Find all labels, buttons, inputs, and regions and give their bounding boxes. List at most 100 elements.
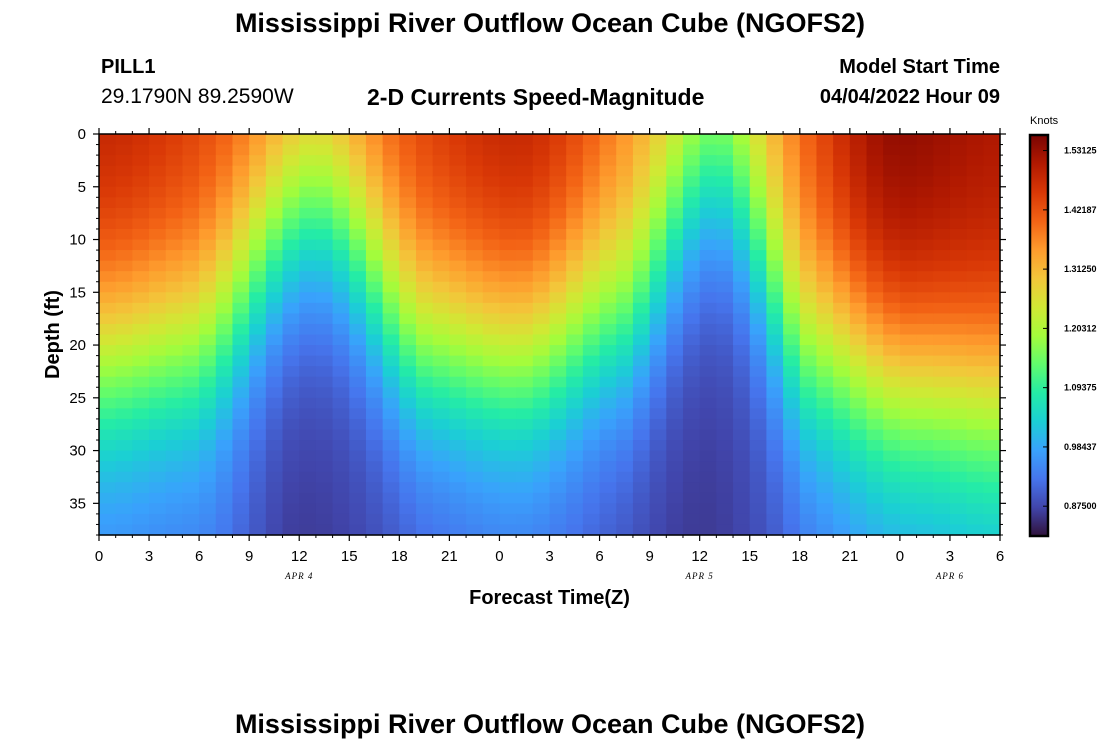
heatmap-cell	[766, 366, 784, 378]
heatmap-cell	[232, 165, 250, 177]
heatmap-cell	[799, 397, 818, 409]
heatmap-cell	[866, 207, 884, 220]
heatmap-cell	[265, 429, 284, 441]
heatmap-cell	[549, 197, 567, 209]
heatmap-cell	[916, 355, 934, 367]
heatmap-cell	[749, 524, 768, 536]
heatmap-cell	[382, 186, 400, 198]
heatmap-cell	[899, 461, 918, 473]
heatmap-cell	[532, 387, 551, 399]
heatmap-cell	[182, 334, 200, 346]
heatmap-cell	[816, 271, 834, 283]
heatmap-cell	[449, 144, 467, 156]
heatmap-cell	[199, 176, 217, 188]
heatmap-cell	[566, 492, 584, 504]
heatmap-cell	[466, 323, 484, 336]
heatmap-cell	[449, 323, 467, 336]
heatmap-cell	[215, 524, 234, 536]
heatmap-cell	[416, 239, 434, 251]
heatmap-cell	[616, 271, 634, 283]
heatmap-cell	[866, 292, 884, 304]
heatmap-cell	[315, 397, 334, 409]
heatmap-cell	[933, 366, 951, 378]
heatmap-cell	[766, 461, 784, 473]
heatmap-cell	[883, 461, 901, 473]
heatmap-cell	[599, 165, 617, 177]
heatmap-cell	[382, 302, 400, 314]
heatmap-cell	[616, 323, 634, 336]
heatmap-cell	[516, 513, 534, 526]
heatmap-cell	[265, 513, 284, 526]
heatmap-cell	[949, 197, 968, 209]
heatmap-cell	[749, 250, 768, 262]
heatmap-cell	[749, 355, 768, 367]
x-tick-label: 3	[946, 548, 954, 565]
x-tick-label: 15	[741, 548, 758, 565]
heatmap-cell	[449, 345, 467, 357]
heatmap-cell	[332, 302, 350, 314]
heatmap-cell	[549, 408, 567, 420]
heatmap-cell	[549, 281, 567, 293]
heatmap-cell	[416, 513, 434, 526]
x-tick-label: 15	[341, 548, 358, 565]
heatmap-cell	[883, 355, 901, 367]
heatmap-cell	[849, 408, 868, 420]
heatmap-cell	[682, 387, 701, 399]
heatmap-cell	[666, 418, 684, 431]
heatmap-cell	[399, 513, 417, 526]
heatmap-cell	[516, 471, 534, 483]
heatmap-cell	[682, 408, 701, 420]
heatmap-cell	[299, 492, 317, 504]
variable-title: 2-D Currents Speed-Magnitude	[367, 84, 705, 110]
heatmap-cell	[699, 334, 717, 346]
heatmap-cell	[833, 492, 851, 504]
heatmap-cell	[99, 355, 117, 367]
heatmap-cell	[899, 345, 918, 357]
heatmap-cell	[499, 408, 517, 420]
heatmap-cell	[716, 313, 734, 325]
heatmap-cell	[449, 218, 467, 230]
heatmap-cell	[265, 134, 284, 146]
heatmap-cell	[132, 144, 150, 156]
heatmap-cell	[466, 313, 484, 325]
heatmap-cell	[582, 461, 601, 473]
heatmap-cell	[182, 250, 200, 262]
heatmap-cell	[983, 323, 1001, 336]
heatmap-cell	[182, 376, 200, 388]
heatmap-cell	[399, 355, 417, 367]
heatmap-cell	[616, 239, 634, 251]
heatmap-cell	[566, 461, 584, 473]
heatmap-cell	[749, 207, 768, 220]
heatmap-cell	[532, 176, 551, 188]
heatmap-cell	[566, 155, 584, 167]
heatmap-cell	[282, 345, 300, 357]
heatmap-cell	[766, 408, 784, 420]
heatmap-cell	[566, 207, 584, 220]
heatmap-cell	[516, 134, 534, 146]
heatmap-cell	[949, 440, 968, 452]
heatmap-cell	[132, 134, 150, 146]
heatmap-cell	[849, 302, 868, 314]
heatmap-cell	[582, 387, 601, 399]
heatmap-cell	[582, 176, 601, 188]
heatmap-cell	[399, 281, 417, 293]
heatmap-cell	[249, 355, 267, 367]
heatmap-cell	[582, 418, 601, 431]
heatmap-cell	[632, 228, 651, 241]
heatmap-cell	[449, 281, 467, 293]
heatmap-cell	[416, 144, 434, 156]
heatmap-cell	[349, 471, 367, 483]
heatmap-cell	[716, 144, 734, 156]
heatmap-cell	[616, 397, 634, 409]
heatmap-cell	[232, 387, 250, 399]
heatmap-cell	[616, 207, 634, 220]
heatmap-cell	[699, 323, 717, 336]
heatmap-cell	[215, 450, 234, 462]
heatmap-cell	[566, 408, 584, 420]
heatmap-cell	[199, 387, 217, 399]
heatmap-cell	[749, 397, 768, 409]
x-tick-label: 12	[691, 548, 708, 565]
heatmap-cell	[532, 450, 551, 462]
heatmap-cell	[916, 281, 934, 293]
heatmap-cell	[466, 302, 484, 314]
